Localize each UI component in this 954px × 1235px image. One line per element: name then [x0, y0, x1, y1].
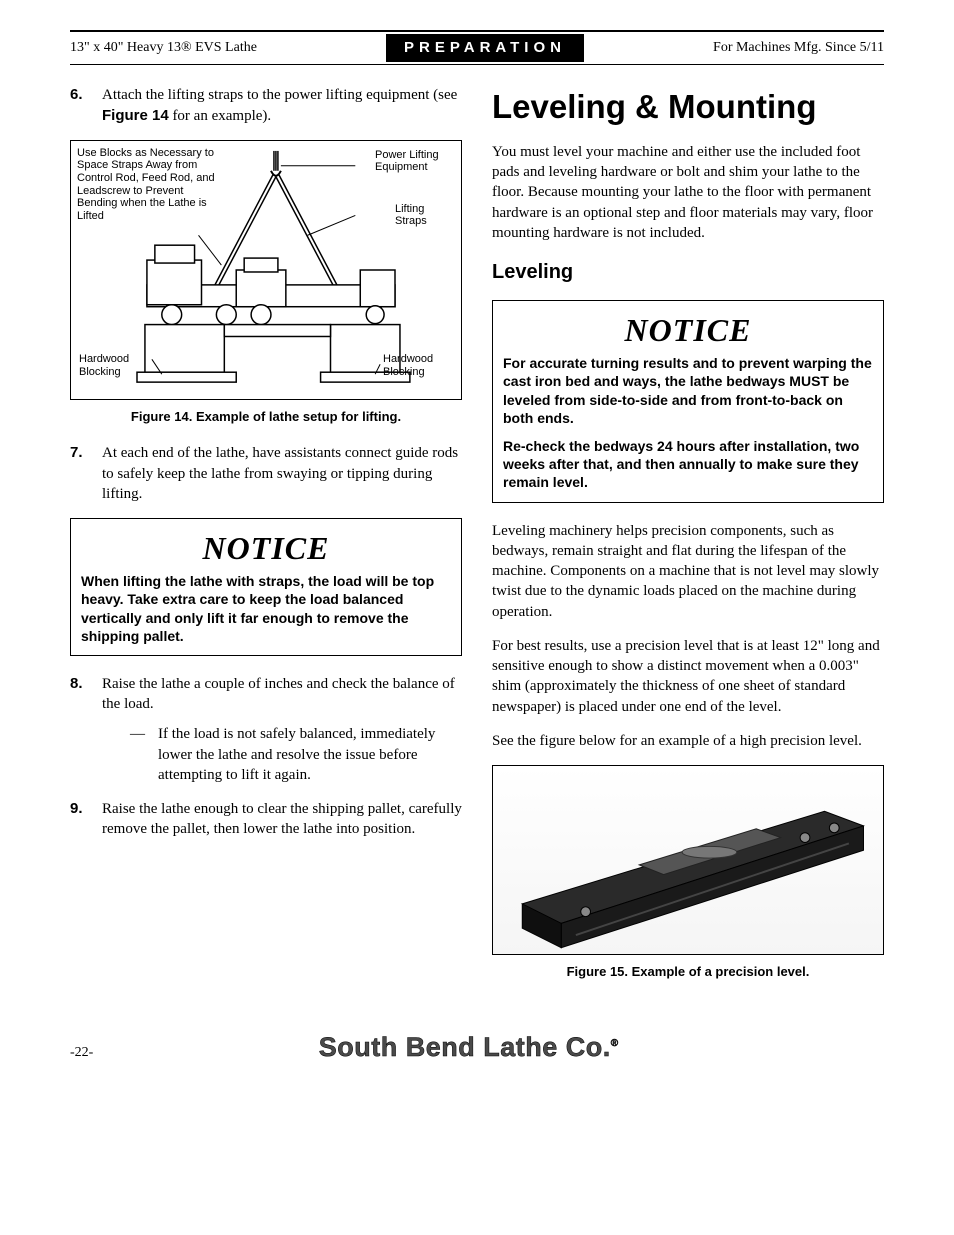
p2: Leveling machinery helps precision compo…: [492, 521, 884, 622]
left-column: 6. Attach the lifting straps to the powe…: [70, 85, 462, 998]
step8-sub-text: If the load is not safely balanced, imme…: [158, 724, 462, 785]
p3: For best results, use a precision level …: [492, 636, 884, 717]
precision-level-svg: [493, 766, 883, 954]
step-number: 9.: [70, 799, 102, 840]
leveling-subtitle: Leveling: [492, 259, 884, 286]
step-7: 7. At each end of the lathe, have assist…: [70, 443, 462, 504]
page-number: -22-: [70, 1044, 93, 1063]
fig14-label-blocks: Use Blocks as Necessary to Space Straps …: [77, 147, 222, 223]
company-text: South Bend Lathe Co.: [319, 1032, 611, 1062]
step6-text-b: for an example).: [169, 108, 271, 124]
notice-body: For accurate turning results and to prev…: [503, 354, 873, 491]
header-right: For Machines Mfg. Since 5/11: [713, 39, 884, 58]
company-name: South Bend Lathe Co.®: [93, 1029, 844, 1065]
step-number: 8.: [70, 674, 102, 785]
leveling-mounting-title: Leveling & Mounting: [492, 85, 884, 130]
step-8: 8. Raise the lathe a couple of inches an…: [70, 674, 462, 785]
fig14-label-hw2: Hardwood Blocking: [383, 353, 453, 378]
header-left: 13" x 40" Heavy 13® EVS Lathe: [70, 39, 257, 58]
p1: You must level your machine and either u…: [492, 142, 884, 243]
step6-bold: Figure 14: [102, 107, 169, 124]
step-text: Raise the lathe enough to clear the ship…: [102, 799, 462, 840]
figure-15-caption: Figure 15. Example of a precision level.: [492, 963, 884, 981]
step-text: Attach the lifting straps to the power l…: [102, 85, 462, 126]
step-text: At each end of the lathe, have assistant…: [102, 443, 462, 504]
notice-body-p2: Re-check the bedways 24 hours after inst…: [503, 437, 873, 492]
notice-title: NOTICE: [81, 527, 451, 570]
p4: See the figure below for an example of a…: [492, 731, 884, 751]
registered-icon: ®: [611, 1038, 619, 1049]
step-9: 9. Raise the lathe enough to clear the s…: [70, 799, 462, 840]
step-number: 6.: [70, 85, 102, 126]
notice-box-right: NOTICE For accurate turning results and …: [492, 300, 884, 503]
step6-text-a: Attach the lifting straps to the power l…: [102, 87, 457, 103]
fig14-label-hw1: Hardwood Blocking: [79, 353, 149, 378]
step-8-sub: — If the load is not safely balanced, im…: [130, 724, 462, 785]
step-text: Raise the lathe a couple of inches and c…: [102, 674, 462, 785]
fig14-label-straps: Lifting Straps: [395, 203, 455, 228]
notice-body-p1: For accurate turning results and to prev…: [503, 354, 873, 427]
notice-body: When lifting the lathe with straps, the …: [81, 572, 451, 645]
fig14-label-power: Power Lifting Equipment: [375, 149, 455, 174]
header-center-badge: PREPARATION: [386, 34, 584, 62]
page-footer: -22- South Bend Lathe Co.®: [70, 1029, 884, 1065]
step-6: 6. Attach the lifting straps to the powe…: [70, 85, 462, 126]
notice-box-left: NOTICE When lifting the lathe with strap…: [70, 518, 462, 656]
dash-icon: —: [130, 724, 158, 785]
figure-15: [492, 765, 884, 955]
content-columns: 6. Attach the lifting straps to the powe…: [70, 85, 884, 998]
right-column: Leveling & Mounting You must level your …: [492, 85, 884, 998]
figure-14-caption: Figure 14. Example of lathe setup for li…: [70, 408, 462, 426]
step8-text: Raise the lathe a couple of inches and c…: [102, 676, 455, 712]
page-header: 13" x 40" Heavy 13® EVS Lathe PREPARATIO…: [70, 30, 884, 65]
step-number: 7.: [70, 443, 102, 504]
figure-14: Use Blocks as Necessary to Space Straps …: [70, 140, 462, 400]
notice-title: NOTICE: [503, 309, 873, 352]
